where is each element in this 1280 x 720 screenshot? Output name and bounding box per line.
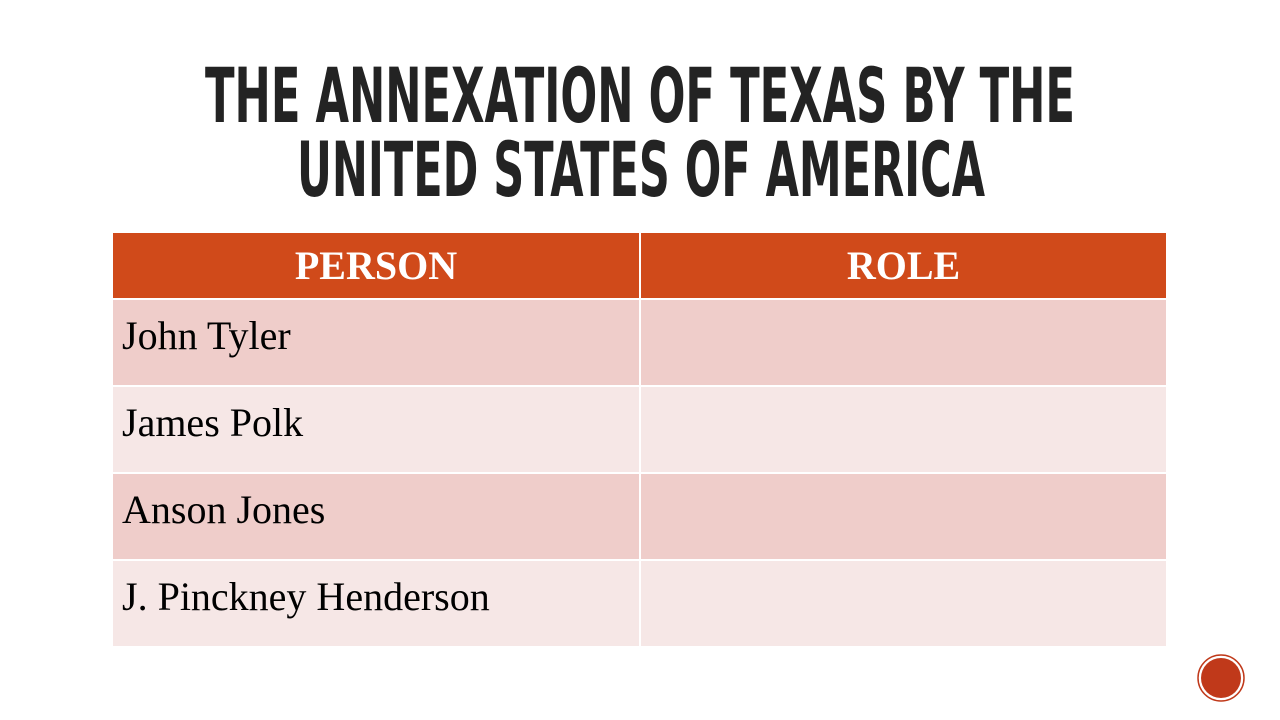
person-cell: J. Pinckney Henderson <box>112 560 640 647</box>
role-cell <box>640 473 1167 560</box>
header-row: PERSON ROLE <box>112 232 1167 299</box>
person-cell: James Polk <box>112 386 640 473</box>
title-line: THE ANNEXATION OF TEXAS BY THE <box>205 51 1075 140</box>
title: THE ANNEXATION OF TEXAS BY THE UNITED ST… <box>205 51 1075 214</box>
table-row: Anson Jones <box>112 473 1167 560</box>
table: PERSON ROLE John Tyler James Polk Anson … <box>112 232 1167 647</box>
header-cell: ROLE <box>640 232 1167 299</box>
person-cell: John Tyler <box>112 299 640 386</box>
person-cell: Anson Jones <box>112 473 640 560</box>
table-row: J. Pinckney Henderson <box>112 560 1167 647</box>
badge-dot <box>1201 658 1241 698</box>
table-row: James Polk <box>112 386 1167 473</box>
table-row: John Tyler <box>112 299 1167 386</box>
slide-badge <box>1197 654 1245 702</box>
header-cell: PERSON <box>112 232 640 299</box>
title-line: UNITED STATES OF AMERICA <box>297 125 985 214</box>
role-cell <box>640 386 1167 473</box>
role-cell <box>640 299 1167 386</box>
role-cell <box>640 560 1167 647</box>
